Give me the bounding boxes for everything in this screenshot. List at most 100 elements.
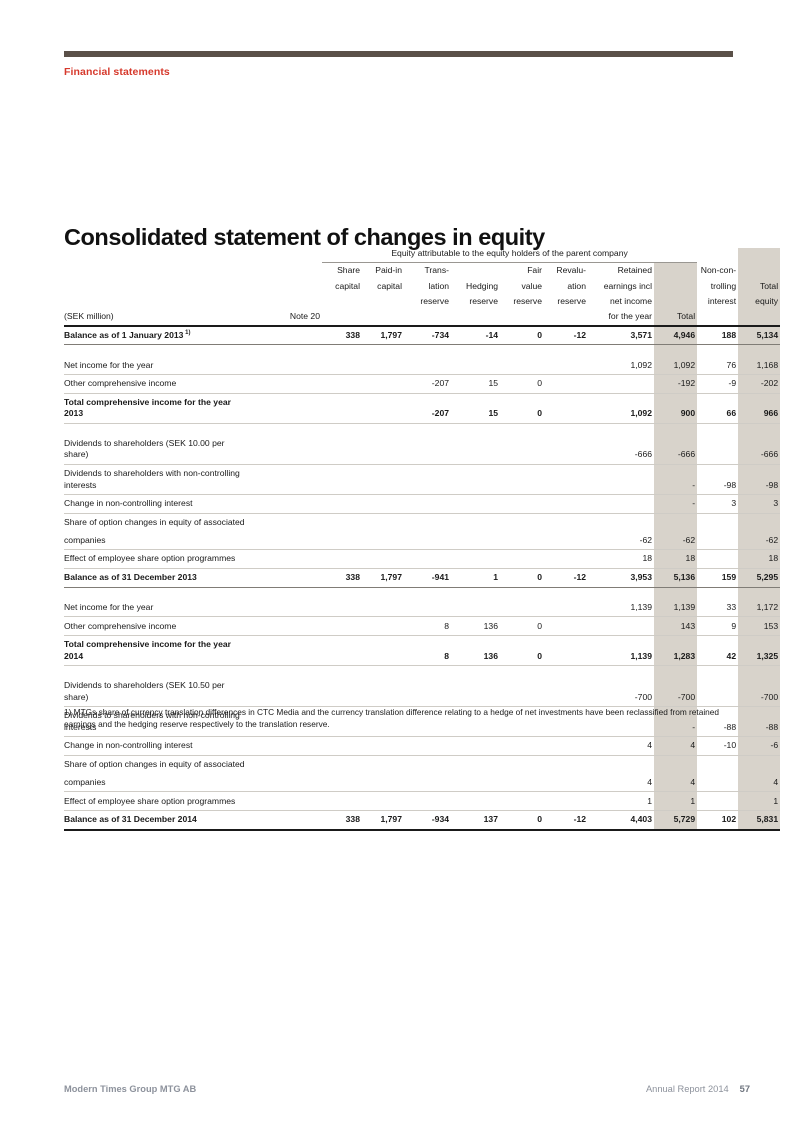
spacer-cell — [654, 665, 698, 678]
cell-tequity: 5,134 — [738, 325, 781, 345]
cell-fair: 0 — [537, 814, 542, 825]
table-row: Balance as of 31 December 2013 338 1,797 -9… — [64, 568, 781, 587]
cell-total: 5,136 — [654, 568, 698, 587]
table-row: Balance as of 1 January 2013 1) 338 1,797 -… — [64, 325, 781, 345]
spacer-row — [64, 665, 781, 678]
cell-reval — [544, 393, 588, 424]
cell-total: 4 — [654, 773, 698, 793]
footnote: 1) MTGs share of currency translation di… — [64, 707, 720, 730]
hdr4-total: Total — [654, 309, 698, 325]
cell-tequity: -88 — [738, 706, 781, 738]
cell-hedge — [451, 773, 500, 793]
row-note-cell — [249, 736, 322, 756]
spacer-cell — [451, 423, 500, 435]
row-label: Dividends to shareholders with non-contr… — [64, 464, 249, 496]
spacer-cell — [362, 666, 404, 678]
spacer-cell — [500, 345, 544, 357]
rule-cell — [64, 586, 249, 588]
spanner-underline-row — [64, 262, 781, 264]
cell-trans: -941 — [431, 572, 449, 583]
row-note-cell — [249, 756, 322, 774]
row-label: Other comprehensive income — [64, 616, 249, 637]
cell-hedge: 136 — [451, 616, 500, 637]
cell-share: 338 — [345, 572, 360, 583]
section-label: Financial statements — [64, 66, 170, 78]
spacer-cell — [362, 345, 404, 357]
spacer-cell — [249, 666, 322, 678]
row-note-cell — [249, 549, 322, 569]
cell-paid — [362, 773, 404, 793]
cell-fair — [500, 434, 544, 465]
spacer-cell — [500, 666, 544, 678]
footer-company: Modern Times Group MTG AB — [64, 1084, 197, 1094]
hdr1-label — [64, 263, 249, 278]
rule-cell — [738, 827, 781, 831]
hdr1-retain: Retained — [617, 265, 652, 276]
cell-reval — [544, 356, 588, 376]
hdr3-reval: reserve — [557, 296, 586, 307]
cell-share — [322, 616, 362, 637]
hdr4-retain: for the year — [608, 311, 652, 322]
hdr2-paid: capital — [377, 280, 402, 291]
cell-fair — [500, 736, 544, 756]
cell-tequity: -700 — [738, 677, 781, 708]
statement-of-changes-in-equity-table: Equity attributable to the equity holder… — [64, 248, 781, 831]
spacer-cell — [544, 587, 588, 599]
cell-reval — [544, 598, 588, 618]
table-row: Balance as of 31 December 2014 338 1,797 -9… — [64, 810, 781, 829]
cell-trans — [404, 434, 451, 465]
cell-tequity: -202 — [738, 374, 781, 394]
cell-fair — [500, 791, 544, 812]
spacer-cell — [697, 666, 738, 678]
cell-share — [322, 598, 362, 618]
cell-trans — [404, 494, 451, 514]
cell-retain: 1,092 — [588, 356, 654, 376]
rule-cell — [249, 344, 322, 346]
cell-trans — [404, 356, 451, 376]
table-row: Other comprehensive income -207 15 0 -192 -9-… — [64, 374, 781, 394]
rule-cell — [544, 586, 588, 588]
cell-reval — [544, 736, 588, 756]
rule-cell — [404, 344, 451, 346]
cell-noncon: 9 — [697, 616, 739, 637]
hdr1-paid: Paid-in — [375, 265, 402, 276]
cell-tequity: 5,295 — [738, 568, 781, 587]
rule-cell — [451, 344, 500, 346]
row-note-cell — [249, 494, 322, 514]
cell-hedge: -14 — [485, 329, 498, 340]
cell-total: 900 — [654, 393, 698, 424]
cell-retain: 1 — [588, 791, 654, 812]
cell-share — [322, 531, 362, 551]
row-note-cell — [249, 513, 322, 531]
cell-hedge — [451, 791, 500, 812]
cell-noncon: -88 — [697, 706, 739, 738]
rule-cell — [697, 344, 739, 346]
rule-cell — [64, 827, 249, 831]
cell-paid: 1,797 — [380, 572, 402, 583]
cell-paid — [362, 356, 404, 376]
row-label: Balance as of 1 January 2013 1) — [64, 329, 191, 340]
cell-retain — [588, 756, 654, 774]
cell-noncon — [697, 773, 739, 793]
cell-trans — [404, 706, 451, 738]
hdr2-total — [654, 278, 698, 295]
cell-share — [322, 736, 362, 756]
table-row: Share of option changes in equity of ass… — [64, 513, 781, 532]
rule-cell — [588, 586, 654, 588]
row-note-cell — [249, 356, 322, 376]
cell-total: -700 — [654, 677, 698, 708]
cell-tequity: -6 — [738, 736, 781, 756]
rule-cell — [500, 827, 544, 831]
cell-noncon — [697, 531, 739, 551]
spacer-cell — [362, 423, 404, 435]
hdr1-note — [249, 263, 322, 278]
row-note-cell — [249, 434, 322, 465]
row-note-cell — [249, 773, 322, 793]
spacer-cell — [738, 423, 781, 435]
spacer-cell — [451, 345, 500, 357]
cell-paid — [362, 549, 404, 569]
cell-retain: -700 — [588, 677, 654, 708]
cell-total: 1,092 — [654, 356, 698, 376]
cell-reval — [544, 513, 588, 531]
hdr2-trans: lation — [428, 280, 449, 291]
